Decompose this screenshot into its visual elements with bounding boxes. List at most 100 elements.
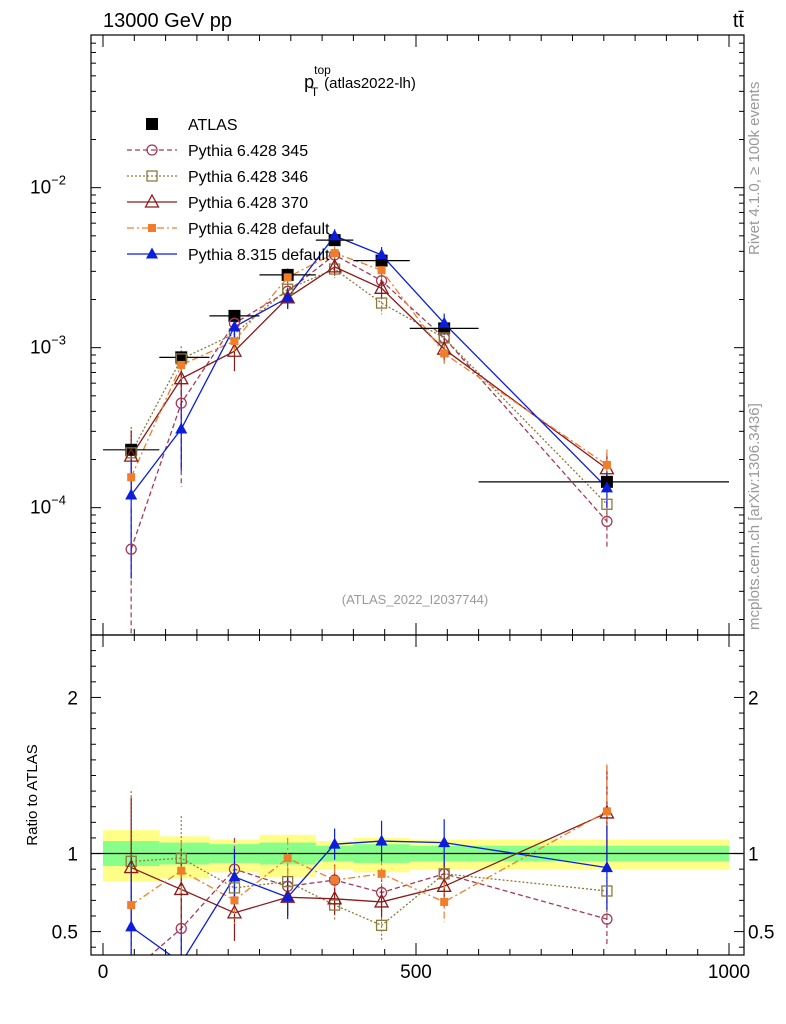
legend-label: ATLAS — [188, 117, 238, 134]
main-marker-4 — [283, 273, 292, 282]
ratio-marker-4 — [281, 890, 294, 902]
legend-marker — [146, 118, 158, 130]
ratio-y-tick-label: 0.5 — [52, 923, 78, 944]
main-marker-3 — [226, 342, 243, 357]
main-marker-5 — [438, 316, 451, 328]
main-y-tick-label: 10−4 — [30, 493, 66, 519]
header-energy: 13000 GeV pp — [103, 10, 232, 32]
ratio-marker-1 — [175, 852, 187, 864]
ratio-marker-1 — [375, 919, 388, 931]
main-marker-5 — [125, 488, 138, 500]
main-marker-3 — [173, 370, 189, 385]
ratio-marker-4 — [600, 861, 613, 873]
main-marker-1 — [375, 275, 388, 287]
ratio-marker-4 — [125, 920, 138, 932]
tick-mantissa: 10 — [30, 338, 51, 359]
main-marker-5 — [281, 291, 294, 303]
legend-label: Pythia 8.315 default — [188, 247, 330, 264]
main-marker-4 — [330, 249, 339, 258]
mcplots-label: mcplots.cern.ch [arXiv:1306.3436] — [746, 403, 763, 630]
ratio-marker-3 — [283, 854, 292, 863]
tick-mantissa: 10 — [30, 498, 51, 519]
main-marker-1 — [601, 515, 613, 528]
main-plot: 10−210−310−4 (ATLAS_2022_I2037744) ptop T… — [30, 34, 745, 636]
main-marker-1 — [125, 543, 137, 555]
main-marker-5 — [328, 229, 341, 241]
legend: ATLAS Pythia 6.428 345 Pythia 6.428 346 Pyt… — [127, 117, 330, 264]
main-axis-ticks: 10−210−310−4 — [30, 34, 744, 635]
main-line-3 — [130, 266, 608, 470]
main-y-tick-label: 10−2 — [30, 173, 66, 199]
main-marker-5 — [228, 320, 241, 332]
main-marker-5 — [600, 481, 613, 493]
legend-label: Pythia 6.428 default — [188, 221, 330, 238]
legend-marker — [146, 144, 158, 156]
ratio-marker-3 — [330, 876, 339, 885]
ratio-x-tick-label: 500 — [400, 962, 432, 983]
main-line-5 — [130, 235, 608, 496]
ratio-marker-4 — [438, 836, 451, 848]
main-marker-5 — [375, 248, 388, 260]
ratio-uncertainty-bands — [103, 830, 729, 882]
main-marker-3 — [327, 258, 343, 273]
title-suffix: (atlas2022-lh) — [324, 75, 416, 92]
legend-label: Pythia 6.428 346 — [188, 169, 308, 186]
main-marker-3 — [373, 279, 390, 294]
ratio-line-1 — [131, 857, 607, 927]
plot-title: ptop T (atlas2022-lh) — [304, 63, 416, 99]
main-marker-4 — [230, 337, 239, 346]
main-marker-2 — [601, 498, 613, 510]
ratio-marker-2 — [327, 890, 343, 905]
ratio-marker-0 — [175, 922, 187, 935]
ratio-marker-1 — [601, 885, 613, 897]
ratio-marker-2 — [173, 881, 189, 896]
legend-label: Pythia 6.428 345 — [188, 143, 308, 160]
legend-marker — [144, 193, 160, 208]
ratio-markers — [123, 804, 615, 935]
ratio-marker-3 — [177, 866, 186, 875]
ratio-y-tick-label: 2 — [67, 688, 78, 709]
main-marker-4 — [440, 349, 449, 358]
ratio-x-tick-label: 1000 — [708, 962, 750, 983]
ratio-marker-3 — [127, 901, 136, 910]
ratio-line-4 — [130, 840, 608, 955]
ratio-line-3 — [130, 810, 608, 906]
ratio-series-lines — [130, 810, 608, 955]
legend-label: Pythia 6.428 370 — [188, 195, 308, 212]
ratio-marker-4 — [228, 870, 241, 882]
ratio-marker-3 — [440, 897, 449, 906]
main-marker-1 — [175, 397, 187, 409]
title-p: p — [304, 72, 314, 92]
main-marker-4 — [602, 460, 611, 469]
ratio-marker-0 — [375, 886, 388, 899]
ratio-marker-0 — [328, 874, 341, 886]
ratio-frame — [90, 634, 745, 956]
ratio-plot: 0.5 0.5 1 1 2 2 0 500 1000 Ratio to ATLAS — [24, 634, 774, 983]
ratio-y-tick-label-right: 1 — [748, 845, 759, 866]
main-marker-2 — [375, 297, 388, 309]
tick-exponent: −2 — [51, 173, 66, 188]
ratio-y-tick-label: 1 — [67, 845, 78, 866]
legend-marker — [146, 170, 158, 182]
tick-exponent: −4 — [51, 493, 66, 508]
ratio-marker-1 — [282, 875, 294, 888]
ratio-marker-1 — [328, 899, 341, 911]
main-line-4 — [130, 252, 608, 478]
ratio-marker-3 — [377, 869, 386, 878]
ratio-marker-2 — [436, 877, 452, 892]
title-sub: T — [311, 85, 319, 99]
ratio-marker-3 — [230, 896, 239, 905]
ratio-marker-4 — [328, 837, 341, 849]
ratio-marker-2 — [280, 888, 296, 903]
main-marker-4 — [177, 360, 186, 369]
main-series-lines — [130, 235, 608, 550]
rivet-label: Rivet 4.1.0, ≥ 100k events — [746, 82, 763, 255]
ratio-marker-3 — [602, 807, 611, 816]
ratio-marker-4 — [375, 834, 388, 846]
ratio-line-2 — [130, 812, 608, 914]
main-line-1 — [130, 254, 608, 550]
title-sup: top — [314, 63, 331, 77]
ratio-y-tick-label-right: 2 — [748, 688, 759, 709]
watermark: (ATLAS_2022_I2037744) — [342, 592, 488, 607]
